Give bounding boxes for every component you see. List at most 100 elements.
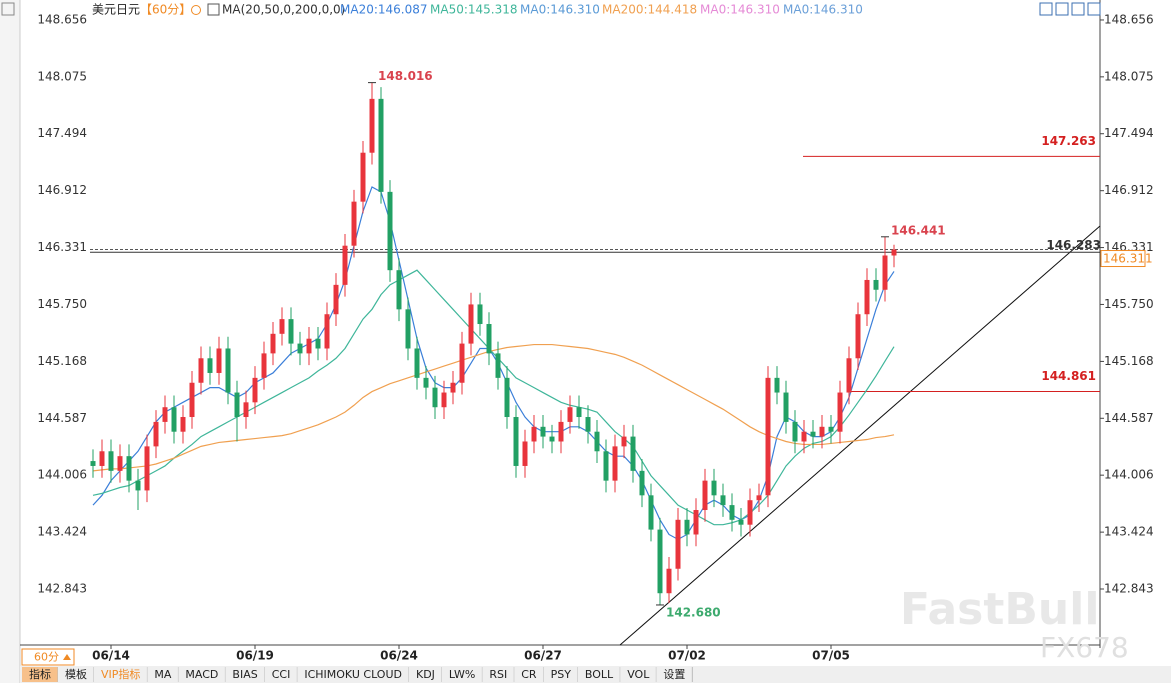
period-label[interactable]: 60分 [34, 651, 59, 664]
candle-body [612, 446, 618, 481]
toolbar-label[interactable]: VOL [627, 668, 650, 681]
sidebar-bg [0, 0, 20, 683]
toolbar-label[interactable]: BOLL [585, 668, 614, 681]
toolbar-button[interactable] [441, 667, 483, 682]
candle-body [135, 480, 141, 491]
toolbar-label[interactable]: 模板 [65, 667, 87, 681]
toolbar-icons[interactable] [1039, 2, 1101, 16]
candle-body [810, 431, 816, 437]
toolbar-label[interactable]: PSY [551, 668, 572, 681]
candle-body [315, 338, 321, 349]
candle-body [360, 152, 366, 202]
toolbar-item[interactable]: RSI [482, 667, 515, 682]
toolbar-label[interactable]: VIP指标 [101, 667, 140, 681]
toolbar-button[interactable] [225, 667, 265, 682]
ma-value: MA200:144.418 [602, 3, 697, 17]
candle-body [216, 348, 222, 373]
candle-body [459, 343, 465, 383]
ma-line [92, 269, 895, 526]
toolbar-label[interactable]: MACD [185, 668, 218, 681]
candle-body [738, 519, 744, 525]
candle-body [108, 451, 114, 471]
toolbar-item[interactable]: 模板 [58, 667, 95, 682]
toolbar-item[interactable]: 指标 [22, 667, 59, 682]
toolbar-button[interactable] [147, 667, 179, 682]
candle-body [720, 495, 726, 506]
candle-body [423, 377, 429, 388]
toolbar-button[interactable] [408, 667, 442, 682]
icon-button[interactable] [1039, 2, 1053, 16]
toolbar-label[interactable]: 指标 [29, 667, 51, 681]
toolbar-label[interactable]: BIAS [232, 668, 257, 681]
icon-button[interactable] [1087, 2, 1101, 16]
toolbar-item[interactable]: ICHIMOKU CLOUD [297, 667, 410, 682]
x-tick-label: 07/05 [812, 649, 850, 663]
toolbar-button[interactable] [264, 667, 298, 682]
y-tick-label: 145.750 [37, 297, 87, 311]
toolbar-label[interactable]: CCI [272, 668, 291, 681]
toolbar-button[interactable] [297, 667, 409, 682]
toolbar-label[interactable]: KDJ [416, 668, 435, 681]
candle-body [585, 417, 591, 432]
toolbar-button[interactable] [482, 667, 515, 682]
icon-button[interactable] [1055, 2, 1069, 16]
toolbar-label[interactable]: LW% [449, 668, 475, 681]
candle-body [828, 426, 834, 432]
candle-body [306, 338, 312, 354]
toolbar-item[interactable]: MA [147, 667, 179, 682]
toolbar-item[interactable]: CCI [264, 667, 298, 682]
toolbar-button[interactable] [178, 667, 226, 682]
toolbar-item[interactable]: LW% [441, 667, 483, 682]
icon-button[interactable] [1071, 2, 1085, 16]
candle-body [297, 343, 303, 354]
x-tick-label: 07/02 [668, 649, 706, 663]
toolbar-item[interactable]: PSY [543, 667, 579, 682]
toolbar-label[interactable]: RSI [489, 668, 507, 681]
candle-body [333, 284, 339, 315]
toolbar-button[interactable] [94, 667, 148, 682]
y-tick-label: 144.006 [1104, 468, 1154, 482]
toolbar-button[interactable] [620, 667, 657, 682]
toolbar-item[interactable]: 设置 [656, 667, 693, 682]
toolbar-item[interactable]: VIP指标 [94, 667, 148, 682]
x-tick-label: 06/27 [524, 649, 562, 663]
candle-body [495, 353, 501, 378]
toolbar-button[interactable] [514, 667, 544, 682]
toolbar-item[interactable]: VOL [620, 667, 657, 682]
x-tick-label: 06/19 [236, 649, 274, 663]
toolbar-button[interactable] [577, 667, 621, 682]
y-tick-label: 147.494 [1104, 126, 1154, 140]
toolbar-button[interactable] [22, 667, 58, 682]
toolbar-item[interactable]: MACD [178, 667, 226, 682]
candle-body [288, 319, 294, 344]
candle-body [117, 456, 123, 471]
toolbar-button[interactable] [543, 667, 578, 682]
watermark-brand: FastBull [900, 584, 1099, 635]
period-button[interactable] [21, 648, 75, 666]
candle-body [99, 451, 105, 466]
add-icon [191, 5, 201, 15]
watermark-site: FX678 [1040, 631, 1129, 664]
toolbar-label[interactable]: CR [521, 668, 537, 681]
toolbar-button[interactable] [656, 667, 693, 682]
candle-body [765, 377, 771, 496]
toolbar-item[interactable]: BOLL [577, 667, 621, 682]
toolbar-label[interactable]: ICHIMOKU CLOUD [304, 668, 402, 681]
toolbar-button[interactable] [58, 667, 94, 682]
candle-body [207, 358, 213, 373]
toolbar-label[interactable]: 设置 [663, 668, 685, 681]
candle-body [432, 387, 438, 408]
candle-body [369, 98, 375, 153]
toolbar-item[interactable]: CR [514, 667, 545, 682]
ma-value: MA0:146.310 [520, 3, 600, 17]
candle-body [648, 495, 654, 530]
toolbar-item[interactable]: BIAS [225, 667, 266, 682]
toolbar-label[interactable]: MA [154, 668, 171, 681]
candle-body [243, 402, 249, 418]
candle-body [378, 98, 384, 192]
candle-body [486, 324, 492, 354]
candle-body [270, 333, 276, 354]
candle-body [882, 255, 888, 290]
toolbar-item[interactable]: KDJ [408, 667, 443, 682]
